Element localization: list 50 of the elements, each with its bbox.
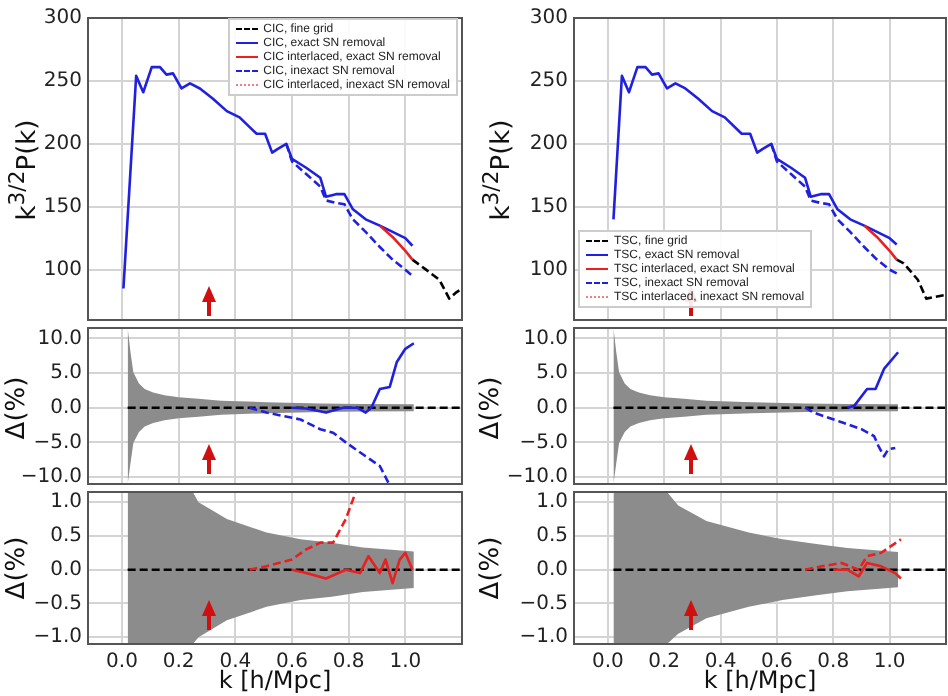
- x-tick-label: 0.8: [817, 651, 850, 674]
- y-tick-label: 5.0: [50, 362, 82, 385]
- line-series: [803, 406, 897, 458]
- line-series: [248, 406, 390, 484]
- y-tick-label: 5.0: [536, 362, 568, 385]
- y-tick-label: 100: [529, 258, 568, 281]
- y-tick-label: 100: [43, 258, 82, 281]
- x-tick-label: 0.2: [648, 651, 681, 674]
- y-tick-label: 250: [529, 70, 568, 93]
- y-tick-label: −5.0: [33, 431, 82, 454]
- y-tick-label: 200: [529, 133, 568, 156]
- y-tick-label: 0.0: [536, 558, 568, 581]
- x-axis-title: k [h/Mpc]: [703, 666, 817, 694]
- y-tick-label: 300: [43, 7, 82, 30]
- line-series: [248, 492, 358, 571]
- line-series: [895, 258, 946, 300]
- x-tick-label: 1.0: [389, 651, 422, 674]
- y-tick-label: −1.0: [519, 626, 568, 649]
- y-tick-label: 0.5: [50, 525, 82, 548]
- y-tick-label: 0.0: [536, 396, 568, 419]
- line-series: [803, 537, 903, 571]
- y-axis-title: Δ(%): [476, 535, 508, 599]
- y-tick-label: −0.5: [519, 592, 568, 615]
- line-series: [411, 258, 462, 300]
- y-tick-label: −10.0: [506, 466, 568, 489]
- y-tick-label: 0.5: [536, 525, 568, 548]
- y-tick-label: 10.0: [37, 327, 82, 350]
- y-tick-label: 1.0: [536, 491, 568, 514]
- x-tick-label: 1.0: [873, 651, 906, 674]
- y-axis-title: Δ(%): [2, 376, 34, 440]
- y-tick-label: 10.0: [523, 327, 568, 350]
- y-tick-label: 250: [43, 70, 82, 93]
- x-tick-label: 0.8: [332, 651, 365, 674]
- y-tick-label: 1.0: [50, 491, 82, 514]
- y-axis-title: Δ(%): [2, 535, 34, 599]
- x-tick-label: 0.2: [162, 651, 195, 674]
- y-tick-label: 200: [43, 133, 82, 156]
- y-tick-label: −5.0: [519, 431, 568, 454]
- y-tick-label: 150: [529, 195, 568, 218]
- x-tick-label: 0.0: [591, 651, 624, 674]
- y-tick-label: 0.0: [50, 558, 82, 581]
- y-tick-label: −10.0: [20, 466, 82, 489]
- y-tick-label: 150: [43, 195, 82, 218]
- y-tick-label: −0.5: [33, 592, 82, 615]
- y-tick-label: 0.0: [50, 396, 82, 419]
- y-tick-label: −1.0: [33, 626, 82, 649]
- y-tick-label: 300: [529, 7, 568, 30]
- x-tick-label: 0.0: [106, 651, 138, 674]
- x-axis-title: k [h/Mpc]: [218, 666, 332, 694]
- y-axis-title: Δ(%): [476, 376, 508, 440]
